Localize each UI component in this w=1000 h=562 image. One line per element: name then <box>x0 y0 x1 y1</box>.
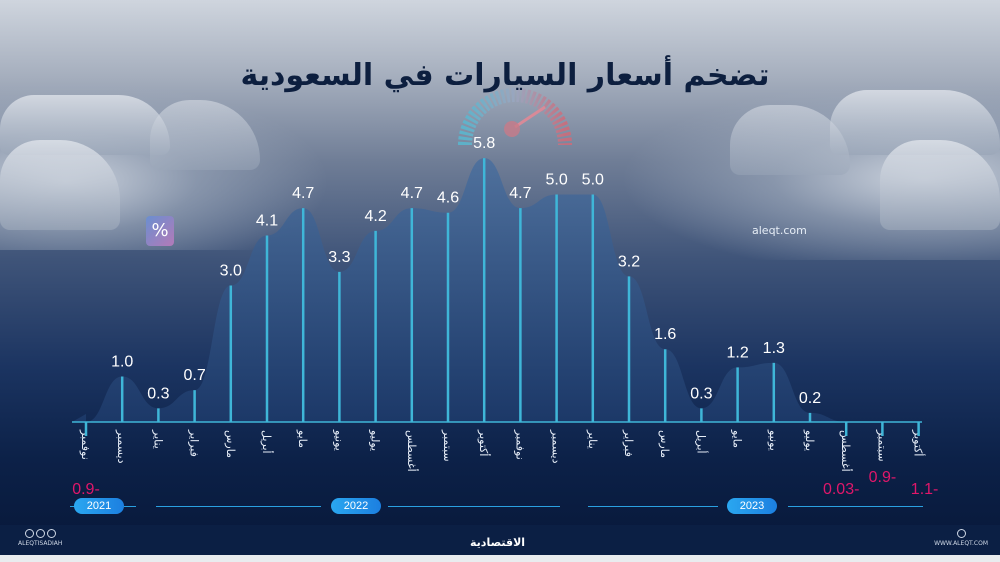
car-shape <box>880 140 1000 230</box>
value-label: 1.0 <box>111 354 133 371</box>
value-label: 4.1 <box>256 212 278 229</box>
month-labels: نوفمبر ديسمبر يناير فبراير مارس أبريل مايو يوني… <box>79 429 926 472</box>
value-label: 4.6 <box>437 190 459 207</box>
month-label: فبراير <box>622 429 635 457</box>
month-label: يوليو <box>803 429 816 451</box>
month-label: أبريل <box>694 430 708 454</box>
value-label: 5.0 <box>582 172 604 189</box>
unit-badge: % <box>146 216 174 246</box>
month-label: أبريل <box>260 430 274 454</box>
value-label: 5.0 <box>545 172 567 189</box>
site-watermark: aleqt.com <box>752 224 807 237</box>
url-text: WWW.ALEQT.COM <box>934 540 988 547</box>
year-badge-2021: 2021 <box>74 498 124 514</box>
value-label: 0.9- <box>72 481 100 498</box>
area-fill <box>72 158 929 422</box>
month-label: يوليو <box>369 429 382 451</box>
footer: ALEQTISADIAH الاقتصادية WWW.ALEQT.COM <box>0 525 1000 555</box>
instagram-icon <box>24 529 34 538</box>
value-labels: 0.9- 1.0 0.3 0.7 3.0 4.1 4.7 3.3 4.2 4.7 4.6 5.8 4.7… <box>72 135 938 498</box>
year-line <box>588 506 718 507</box>
month-label: مايو <box>296 429 309 448</box>
year-badge-2022: 2022 <box>331 498 381 514</box>
month-label: أغسطس <box>405 430 419 472</box>
value-label: 4.7 <box>401 185 423 202</box>
month-label: يونيو <box>767 429 780 451</box>
chart-title: تضخم أسعار السيارات في السعودية <box>240 58 770 93</box>
year-line <box>788 506 923 507</box>
value-label: 0.9- <box>869 469 897 486</box>
year-line <box>388 506 560 507</box>
month-label: مارس <box>658 430 671 458</box>
month-label: يناير <box>151 429 164 449</box>
speedometer-icon <box>458 88 572 146</box>
value-label: 5.8 <box>473 135 495 152</box>
year-line <box>124 506 136 507</box>
month-label: نوفمبر <box>513 429 526 460</box>
month-label: مايو <box>731 429 744 448</box>
month-label: يونيو <box>332 429 345 451</box>
year-line <box>70 506 76 507</box>
facebook-icon <box>35 529 45 538</box>
value-label: 1.2 <box>726 344 748 361</box>
month-label: مارس <box>224 430 237 458</box>
value-label: 0.2 <box>799 390 821 407</box>
month-label: فبراير <box>188 429 201 457</box>
value-label: 3.0 <box>220 263 242 280</box>
value-label: 4.7 <box>509 185 531 202</box>
social-handle: ALEQTISADIAH <box>18 529 62 547</box>
globe-icon <box>956 529 966 538</box>
value-label: 0.03- <box>823 481 859 498</box>
handle-text: ALEQTISADIAH <box>18 540 63 547</box>
month-label: نوفمبر <box>79 429 92 460</box>
value-label: 0.3 <box>690 385 712 402</box>
brand-logo: الاقتصادية <box>470 536 526 549</box>
area-chart: 0.9- 1.0 0.3 0.7 3.0 4.1 4.7 3.3 4.2 4.7 4.6 5.8 4.7… <box>72 135 938 498</box>
value-label: 4.2 <box>364 208 386 225</box>
month-label: يناير <box>586 429 599 449</box>
value-label: 4.7 <box>292 185 314 202</box>
bottom-strip <box>0 555 1000 562</box>
value-label: 0.3 <box>147 385 169 402</box>
value-label: 3.2 <box>618 253 640 270</box>
month-label: أكتوبر <box>477 429 491 456</box>
year-line <box>156 506 321 507</box>
value-label: 0.7 <box>183 367 205 384</box>
value-stems <box>84 158 920 436</box>
month-label: سبتمبر <box>875 429 888 462</box>
year-badge-2023: 2023 <box>727 498 777 514</box>
value-label: 1.3 <box>763 340 785 357</box>
car-shape <box>0 140 120 230</box>
month-label: أكتوبر <box>912 429 926 456</box>
value-label: 1.6 <box>654 326 676 343</box>
website: WWW.ALEQT.COM <box>934 529 988 547</box>
value-label: 1.1- <box>911 481 939 498</box>
month-label: ديسمبر <box>115 429 128 464</box>
value-label: 3.3 <box>328 249 350 266</box>
month-label: ديسمبر <box>550 429 563 464</box>
month-label: سبتمبر <box>441 429 454 462</box>
month-label: أغسطس <box>839 430 853 472</box>
twitter-icon <box>46 529 56 538</box>
